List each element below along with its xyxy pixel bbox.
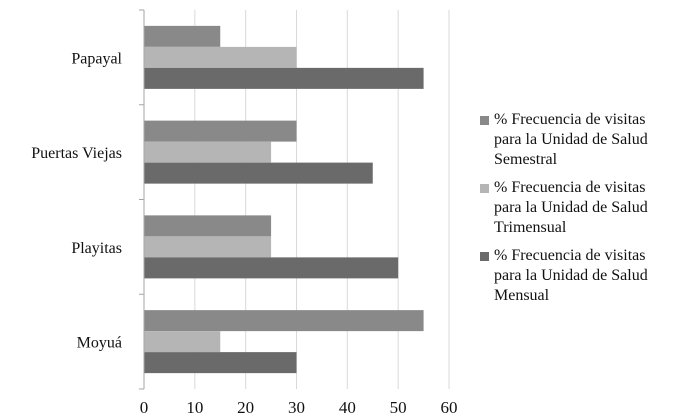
bar-chart: 0 10 20 30 40 50 60 Papayal Puertas Viejas Playi…: [31, 9, 458, 417]
bar-papayal-series-3: [144, 67, 424, 89]
legend-item-trimensual: % Frecuencia de visitas para la Unidad d…: [480, 178, 692, 238]
x-tick-label-0: 0: [140, 398, 149, 417]
category-label-puertas-viejas: Puertas Viejas: [31, 145, 122, 162]
x-tick-label-30: 30: [288, 398, 305, 417]
x-tick-label-10: 10: [186, 398, 203, 417]
x-tick-label-60: 60: [441, 398, 458, 417]
x-tick-label-40: 40: [339, 398, 356, 417]
legend-label-semestral: % Frecuencia de visitas para la Unidad d…: [494, 111, 648, 168]
legend-item-mensual: % Frecuencia de visitas para la Unidad d…: [480, 246, 692, 306]
bars: [144, 25, 424, 374]
legend: % Frecuencia de visitas para la Unidad d…: [480, 110, 692, 314]
bar-moyua-series-3: [144, 352, 297, 374]
legend-swatch-mensual: [480, 252, 489, 261]
category-labels: Papayal Puertas Viejas Playitas Moyuá: [31, 50, 122, 351]
bar-moyua-series-1: [144, 310, 424, 332]
bar-puertas-viejas-series-2: [144, 141, 272, 163]
bar-puertas-viejas-series-1: [144, 120, 297, 142]
legend-label-mensual: % Frecuencia de visitas para la Unidad d…: [494, 247, 648, 304]
category-label-playitas: Playitas: [71, 240, 122, 257]
bar-playitas-series-3: [144, 257, 399, 279]
axes: [139, 9, 145, 390]
bar-puertas-viejas-series-3: [144, 162, 373, 184]
x-tick-label-50: 50: [390, 398, 407, 417]
legend-label-trimensual: % Frecuencia de visitas para la Unidad d…: [494, 179, 648, 236]
legend-item-semestral: % Frecuencia de visitas para la Unidad d…: [480, 110, 692, 170]
x-tick-label-20: 20: [237, 398, 254, 417]
category-label-moyua: Moyuá: [77, 335, 122, 352]
bar-moyua-series-2: [144, 331, 221, 353]
legend-swatch-trimensual: [480, 184, 489, 193]
x-tick-labels: 0 10 20 30 40 50 60: [140, 398, 458, 417]
legend-swatch-semestral: [480, 116, 489, 125]
bar-playitas-series-1: [144, 215, 272, 237]
bar-playitas-series-2: [144, 236, 272, 258]
bar-papayal-series-1: [144, 25, 221, 47]
category-label-papayal: Papayal: [71, 50, 122, 67]
bar-papayal-series-2: [144, 46, 297, 68]
